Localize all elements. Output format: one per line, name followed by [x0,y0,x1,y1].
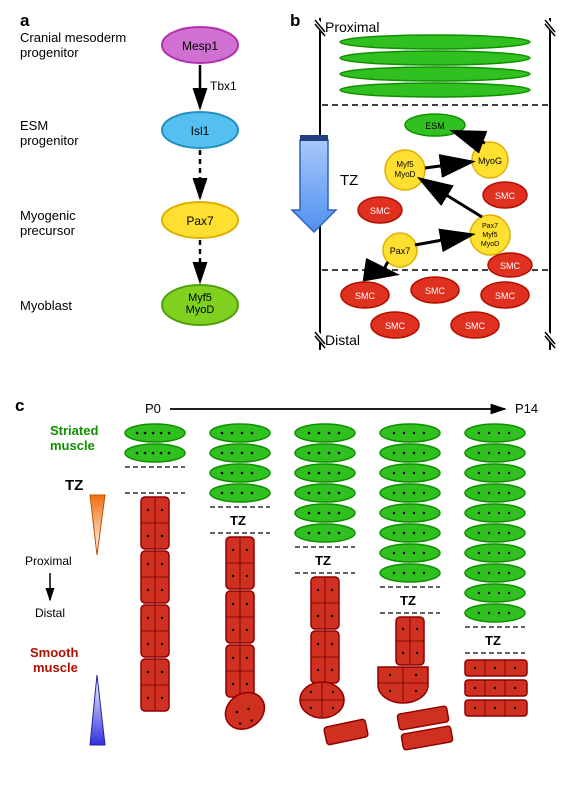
panel-a-label: a [20,11,30,30]
svg-text:MyoD: MyoD [395,170,416,179]
tz-label: TZ [340,172,358,189]
svg-text:Myf5: Myf5 [396,160,414,169]
svg-text:Myf5: Myf5 [188,292,212,304]
svg-text:Distal: Distal [35,606,65,620]
bottom-smc: SMC SMC SMC SMC SMC [341,277,529,338]
svg-text:SMC: SMC [425,286,446,296]
svg-text:MyoG: MyoG [478,156,502,166]
svg-text:SMC: SMC [385,321,406,331]
svg-text:Striated: Striated [50,423,98,438]
svg-text:TZ: TZ [400,593,416,608]
svg-text:TZ: TZ [485,633,501,648]
svg-text:Myf5: Myf5 [482,232,497,239]
svg-text:Proximal: Proximal [25,554,72,568]
stage2-name-l1: Myogenic [20,208,76,223]
panel-b-label: b [290,11,300,30]
panel-b: b Proximal TZ ESM Myf5 MyoD MyoG S [290,11,555,350]
p14-label: P14 [515,401,538,416]
panel-a: a Cranial mesoderm progenitor ESM progen… [20,11,238,325]
svg-text:SMC: SMC [500,261,521,271]
svg-text:ESM: ESM [425,121,445,131]
svg-text:SMC: SMC [355,291,376,301]
p0-label: P0 [145,401,161,416]
fibers-top [340,35,530,97]
stage0-name-l1: Cranial mesoderm [20,30,126,45]
panel-c-label: c [15,396,24,415]
mesp1-text: Mesp1 [182,39,218,53]
tbx1-label: Tbx1 [210,79,237,93]
figure: a Cranial mesoderm progenitor ESM progen… [0,0,567,792]
c1-green [125,424,185,462]
svg-text:muscle: muscle [50,438,95,453]
svg-text:TZ: TZ [65,477,83,494]
svg-text:SMC: SMC [495,191,516,201]
svg-text:SMC: SMC [495,291,516,301]
proximal-label: Proximal [325,19,379,35]
distal-label: Distal [325,332,360,348]
stage0-name-l2: progenitor [20,45,79,60]
stage1-name-l1: ESM [20,118,48,133]
svg-text:Pax7: Pax7 [390,246,411,256]
svg-text:Smooth: Smooth [30,645,78,660]
isl1-text: Isl1 [191,124,210,138]
svg-text:SMC: SMC [465,321,486,331]
svg-text:MyoD: MyoD [186,304,215,316]
columns: TZ TZ [125,424,527,750]
svg-text:muscle: muscle [33,660,78,675]
panel-c: c P0 P14 Striated muscle TZ Proximal Dis… [15,396,538,750]
svg-text:TZ: TZ [230,513,246,528]
blue-triangle [90,675,105,745]
svg-text:Pax7: Pax7 [482,223,498,230]
stage1-name-l2: progenitor [20,133,79,148]
svg-text:MyoD: MyoD [481,241,499,248]
orange-triangle [90,495,105,555]
stage3-name: Myoblast [20,298,72,313]
svg-text:TZ: TZ [315,553,331,568]
tz-arrow [292,135,336,232]
pax7-text: Pax7 [186,214,214,228]
stage2-name-l2: precursor [20,223,76,238]
svg-text:SMC: SMC [370,206,391,216]
